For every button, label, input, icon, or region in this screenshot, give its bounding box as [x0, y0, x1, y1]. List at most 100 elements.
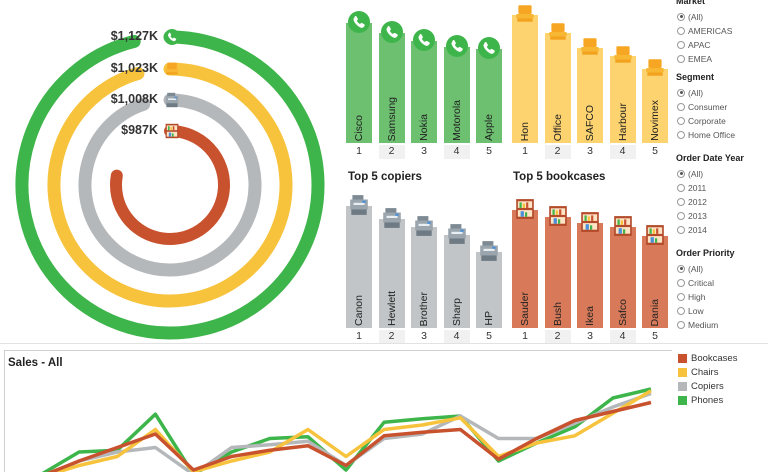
bookcases-bar-ikea[interactable]	[577, 222, 603, 328]
filter-option[interactable]: Consumer	[677, 100, 727, 113]
radio-button[interactable]	[677, 292, 685, 301]
filter-option[interactable]: 2013	[677, 209, 707, 222]
legend-item-chairs[interactable]: Chairs	[678, 366, 718, 379]
chairs-bar-novimex[interactable]	[642, 68, 668, 143]
radio-button[interactable]	[677, 116, 685, 125]
copier-icon	[382, 208, 401, 229]
filter-option[interactable]: EMEA	[677, 52, 712, 65]
legend-item-phones[interactable]: Phones	[678, 394, 723, 407]
filter-option-label: Home Office	[688, 129, 736, 140]
filter-option-label: (All)	[688, 87, 704, 98]
phones-rank-3: 3	[411, 145, 437, 159]
bookcases-bar-dania[interactable]	[642, 235, 668, 328]
phones-bar-label: Nokia	[418, 114, 430, 141]
radio-button[interactable]	[677, 306, 685, 315]
filter-option-label: Critical	[688, 277, 714, 288]
filter-option[interactable]: High	[677, 290, 705, 303]
phones-bar-apple[interactable]	[476, 49, 502, 143]
radio-button[interactable]	[677, 183, 685, 192]
filter-option[interactable]: (All)	[677, 167, 703, 180]
copier-icon	[165, 92, 179, 108]
bookcase-icon	[516, 199, 534, 219]
filter-option[interactable]: (All)	[677, 262, 703, 275]
radio-button[interactable]	[677, 102, 685, 111]
filter-option[interactable]: APAC	[677, 38, 711, 51]
filter-option[interactable]: 2014	[677, 223, 707, 236]
filter-option-label: AMERICAS	[688, 25, 733, 36]
filter-option[interactable]: Medium	[677, 318, 718, 331]
radio-button[interactable]	[677, 225, 685, 234]
bookcases-bar-bush[interactable]	[544, 217, 571, 328]
radio-button[interactable]	[677, 12, 685, 21]
sales-line-phones	[41, 387, 652, 472]
legend-item-copiers[interactable]: Copiers	[678, 380, 724, 393]
phones-rank-4: 4	[443, 145, 470, 159]
phones-bar-nokia[interactable]	[411, 41, 437, 143]
copiers-bar-label: Canon	[353, 295, 365, 326]
filter-option[interactable]: 2011	[677, 181, 706, 194]
legend-label: Copiers	[691, 381, 724, 392]
chairs-bar-label: SAFCO	[584, 104, 596, 141]
radio-button[interactable]	[677, 197, 685, 206]
copiers-bar-hewlett[interactable]	[378, 219, 405, 328]
filter-option[interactable]: (All)	[677, 10, 703, 23]
copier-icon	[480, 241, 498, 262]
phones-rank-5: 5	[476, 145, 502, 159]
copiers-rank-1: 1	[346, 330, 372, 344]
filter-option[interactable]: Corporate	[677, 114, 726, 127]
chairs-bar-label: Office	[551, 113, 564, 141]
radio-button[interactable]	[677, 40, 685, 49]
bookcase-icon	[165, 123, 179, 139]
phones-bar-label: Motorola	[450, 100, 463, 141]
legend-label: Chairs	[691, 367, 719, 378]
radial-label-chairs: $1,023K	[110, 61, 158, 75]
radio-button[interactable]	[677, 320, 685, 329]
filter-option[interactable]: Home Office	[677, 128, 735, 141]
bookcases-rank-4: 4	[609, 330, 636, 344]
chairs-rank-1: 1	[512, 145, 538, 159]
radio-button[interactable]	[677, 26, 685, 35]
phone-icon	[445, 35, 468, 57]
radio-button[interactable]	[677, 54, 685, 63]
filter-panel: Market (All) AMERICAS APAC EMEA Segment (All) C…	[676, 0, 768, 340]
filter-option[interactable]: 2012	[677, 195, 707, 208]
filter-option[interactable]: AMERICAS	[677, 24, 732, 37]
chairs-rank-5: 5	[642, 145, 668, 159]
phones-bar-cisco[interactable]	[346, 23, 372, 143]
sales-chart-title: Sales - All	[8, 357, 63, 369]
radio-button[interactable]	[677, 169, 685, 178]
chairs-bar-office[interactable]	[544, 32, 571, 143]
chairs-bar-label: Harbour	[616, 103, 629, 141]
copiers-bar-canon[interactable]	[346, 206, 372, 328]
filter-option-label: 2014	[688, 224, 707, 235]
legend-swatch	[678, 368, 687, 377]
filter-option[interactable]: Low	[677, 304, 704, 317]
radio-button[interactable]	[677, 278, 685, 287]
radio-button[interactable]	[677, 264, 685, 273]
filter-option[interactable]: (All)	[677, 86, 703, 99]
radio-button[interactable]	[677, 130, 685, 139]
filter-option-label: Consumer	[688, 101, 728, 112]
bookcases-bar-sauder[interactable]	[512, 210, 538, 328]
copiers-bar-brother[interactable]	[411, 226, 437, 328]
copiers-bar-sharp[interactable]	[443, 235, 470, 328]
radio-button[interactable]	[677, 88, 685, 97]
bookcases-rank-1: 1	[512, 330, 538, 344]
radio-button[interactable]	[677, 211, 685, 220]
legend-label: Phones	[691, 395, 724, 406]
chairs-bar-label: Novimex	[649, 100, 661, 141]
legend-swatch	[678, 354, 687, 363]
phones-bar-motorola[interactable]	[443, 47, 470, 143]
phones-bar-label: Samsung	[385, 96, 398, 141]
chairs-bar-harbour[interactable]	[609, 55, 636, 143]
filter-option[interactable]: Critical	[677, 276, 714, 289]
phone-icon	[478, 37, 500, 60]
copiers-bar-hp[interactable]	[476, 252, 502, 328]
legend-item-bookcases[interactable]: Bookcases	[678, 352, 737, 365]
chairs-bar-safco[interactable]	[577, 48, 603, 143]
phones-rank-2: 2	[378, 145, 405, 159]
chairs-bar-hon[interactable]	[512, 15, 538, 143]
bookcases-bar-safco[interactable]	[609, 226, 636, 328]
filter-option-label: (All)	[688, 168, 704, 179]
phones-bar-samsung[interactable]	[378, 32, 405, 143]
